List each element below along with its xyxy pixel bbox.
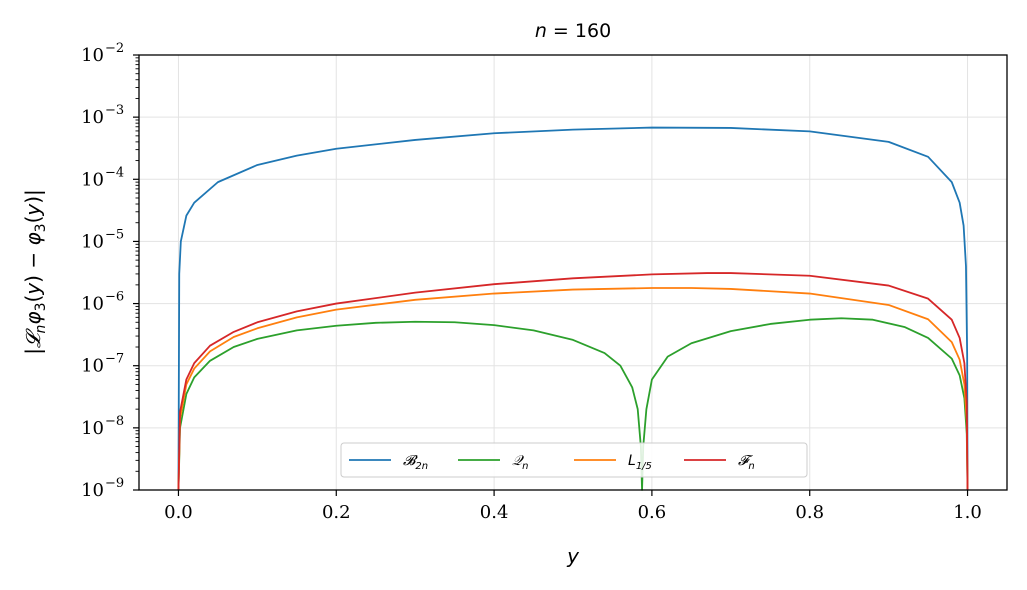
x-tick-label: 0.4 bbox=[480, 502, 509, 523]
plot-frame bbox=[138, 54, 1008, 491]
y-tick-exponent: −7 bbox=[105, 352, 124, 367]
y-tick-label: 10 bbox=[81, 45, 104, 66]
y-tick-exponent: −9 bbox=[105, 476, 124, 491]
y-tick-exponent: −6 bbox=[105, 290, 124, 305]
x-tick-label: 0.0 bbox=[164, 502, 193, 523]
series-line-1 bbox=[177, 317, 969, 491]
x-tick-label: 0.6 bbox=[638, 502, 667, 523]
legend-label-1: 𝒬n bbox=[512, 453, 528, 472]
x-tick-label: 0.2 bbox=[322, 502, 351, 523]
y-tick-exponent: −8 bbox=[105, 414, 124, 429]
y-tick-label: 10 bbox=[81, 418, 104, 439]
series-line-2 bbox=[177, 287, 969, 491]
legend-label-0: 𝓑2n bbox=[403, 453, 428, 472]
y-tick-label: 10 bbox=[81, 480, 104, 501]
y-tick-exponent: −2 bbox=[105, 41, 124, 56]
x-axis-label: y bbox=[566, 544, 580, 568]
y-tick-exponent: −4 bbox=[105, 165, 124, 180]
y-tick-label: 10 bbox=[81, 294, 104, 315]
series-line-0 bbox=[177, 126, 969, 491]
y-axis: 10−210−310−410−510−610−710−810−9 bbox=[81, 41, 139, 501]
x-tick-label: 1.0 bbox=[953, 502, 982, 523]
legend: 𝓑2n 𝒬n L1/5 𝓕n bbox=[340, 442, 808, 478]
series-line-3 bbox=[177, 272, 969, 491]
y-tick-label: 10 bbox=[81, 231, 104, 252]
legend-label-2: L1/5 bbox=[628, 453, 652, 472]
chart-title: n = 160 bbox=[535, 20, 611, 42]
x-axis: 0.0 0.2 0.4 0.6 0.8 1.0 bbox=[164, 490, 982, 523]
y-tick-label: 10 bbox=[81, 107, 104, 128]
series-layer bbox=[177, 126, 969, 491]
y-tick-exponent: −5 bbox=[105, 227, 124, 242]
y-tick-label: 10 bbox=[81, 169, 104, 190]
y-tick-label: 10 bbox=[81, 356, 104, 377]
x-tick-label: 0.8 bbox=[795, 502, 824, 523]
y-tick-exponent: −3 bbox=[105, 103, 124, 118]
